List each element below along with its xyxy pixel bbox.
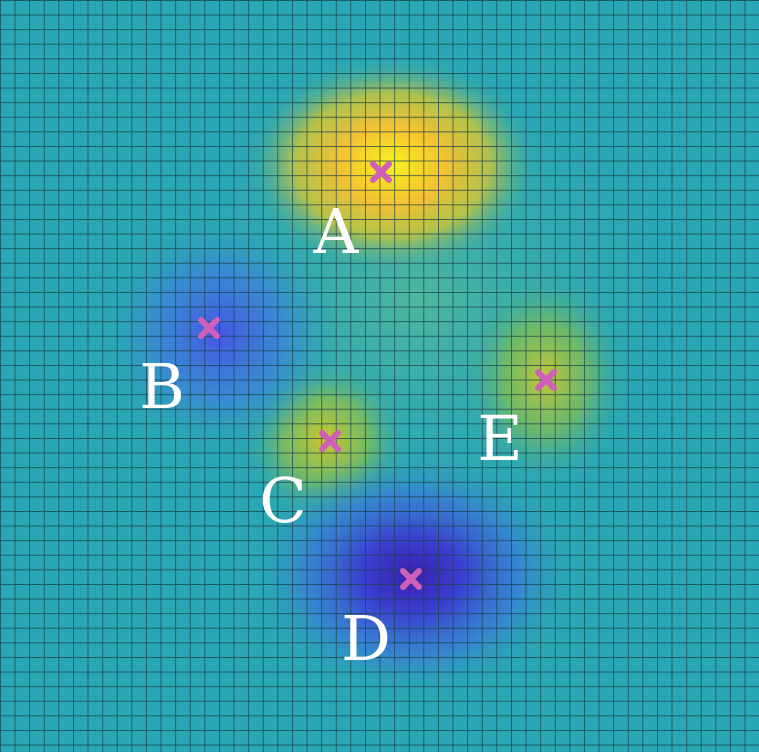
point-labels: A B CD E	[139, 195, 522, 675]
label-d: D	[341, 602, 391, 675]
label-a: A	[313, 195, 360, 268]
label-b: B	[139, 350, 185, 423]
marker-c	[319, 430, 341, 452]
marker-a	[370, 161, 392, 183]
label-e: E	[477, 402, 522, 475]
label-c: C	[259, 464, 306, 537]
marker-b	[198, 317, 220, 339]
point-markers	[198, 161, 557, 590]
marker-e	[535, 369, 557, 391]
marker-d	[400, 568, 422, 590]
